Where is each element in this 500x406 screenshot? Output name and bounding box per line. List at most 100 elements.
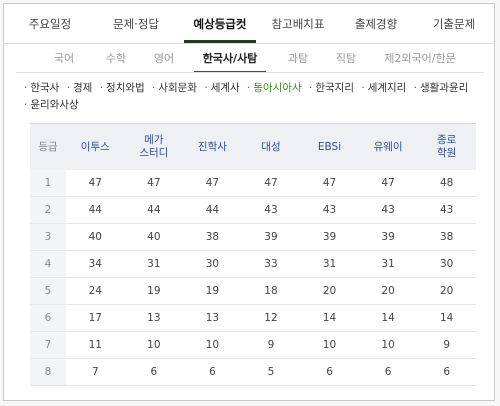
score-cell: 19 — [183, 277, 242, 305]
tab-exam-trends[interactable]: 출제경향 — [340, 4, 412, 42]
table-row: 4 34 31 30 33 31 31 30 — [30, 250, 476, 278]
bullet-icon: · — [204, 82, 208, 94]
score-cell: 9 — [417, 331, 476, 359]
subtab-english[interactable]: 영어 — [144, 45, 184, 73]
tab-divider — [4, 43, 494, 44]
score-cell: 43 — [241, 196, 301, 224]
score-cell: 31 — [300, 250, 359, 278]
column-header: 메가 스터디 — [124, 123, 184, 170]
table-row: 1 47 47 47 47 47 47 48 — [30, 170, 476, 197]
score-cell: 40 — [66, 223, 125, 251]
score-cell: 10 — [358, 331, 418, 359]
column-header: 종로 학원 — [417, 123, 476, 170]
column-header: 진학사 — [183, 123, 242, 170]
bullet-icon: · — [309, 82, 313, 94]
bullet-icon: · — [152, 82, 156, 94]
tab-questions-answers[interactable]: 문제·정답 — [100, 4, 172, 42]
column-header: EBSi — [300, 123, 359, 170]
tab-label: 기출문제 — [432, 17, 476, 31]
score-cell: 13 — [183, 304, 242, 332]
score-cell: 30 — [183, 250, 242, 278]
grade-cell: 2 — [30, 196, 66, 224]
subtab-korean-history-social[interactable]: 한국사/사탐 — [194, 45, 266, 73]
score-cell: 24 — [66, 277, 125, 305]
subtab-vocational[interactable]: 직탐 — [326, 45, 366, 73]
bullet-icon: · — [24, 82, 28, 94]
score-cell: 5 — [241, 358, 301, 386]
grade-cell: 1 — [30, 170, 66, 197]
column-header: 유웨이 — [358, 123, 418, 170]
subject-label: 세계지리 — [367, 82, 407, 94]
score-cell: 47 — [300, 170, 359, 197]
score-cell: 11 — [66, 331, 125, 359]
grade-cut-table: 등급 이투스 메가 스터디 진학사 대성 EBSi 유웨이 종로 학원 1 47 47 47 47 47 47… — [30, 123, 476, 386]
table-header-row: 등급 이투스 메가 스터디 진학사 대성 EBSi 유웨이 종로 학원 — [30, 123, 476, 170]
score-cell: 14 — [358, 304, 418, 332]
table-body: 1 47 47 47 47 47 47 48 2 44 44 44 43 43 43 43 3 40 40 38 39 3… — [30, 170, 476, 386]
subtab-korean[interactable]: 국어 — [44, 45, 84, 73]
subject-society-culture[interactable]: · 사회문화 — [152, 80, 197, 97]
grade-cell: 5 — [30, 277, 66, 305]
score-cell: 39 — [300, 223, 359, 251]
subject-world-history[interactable]: · 세계사 — [204, 80, 239, 97]
bullet-icon: · — [361, 82, 365, 94]
score-cell: 19 — [124, 277, 184, 305]
active-tab-underline — [184, 40, 256, 43]
grade-cell: 7 — [30, 331, 66, 359]
score-cell: 39 — [358, 223, 418, 251]
subtab-label: 제2외국어/한문 — [384, 52, 456, 65]
subtab-label: 수학 — [105, 52, 127, 65]
bullet-icon: · — [24, 99, 28, 111]
score-cell: 6 — [300, 358, 359, 386]
column-header-grade: 등급 — [30, 123, 66, 170]
score-cell: 38 — [417, 223, 476, 251]
table-row: 6 17 13 13 12 14 14 14 — [30, 304, 476, 332]
subject-korean-history[interactable]: · 한국사 — [24, 80, 59, 97]
score-cell: 44 — [66, 196, 125, 224]
score-cell: 31 — [124, 250, 184, 278]
score-cell: 30 — [417, 250, 476, 278]
score-cell: 6 — [183, 358, 242, 386]
subtab-math[interactable]: 수학 — [96, 45, 136, 73]
tab-label: 참고배치표 — [271, 17, 325, 31]
score-cell: 20 — [358, 277, 418, 305]
score-cell: 38 — [183, 223, 242, 251]
grade-cell: 6 — [30, 304, 66, 332]
subtab-science[interactable]: 과탐 — [278, 45, 318, 73]
subject-ethics-thought[interactable]: · 윤리와사상 — [24, 97, 79, 114]
score-cell: 47 — [124, 170, 184, 197]
subject-life-ethics[interactable]: · 생활과윤리 — [414, 80, 469, 97]
subject-politics-law[interactable]: · 정치와법 — [100, 80, 145, 97]
subject-korean-geography[interactable]: · 한국지리 — [309, 80, 354, 97]
score-cell: 48 — [417, 170, 476, 197]
subject-economics[interactable]: · 경제 — [67, 80, 93, 97]
tab-past-exams[interactable]: 기출문제 — [418, 4, 490, 42]
subtab-label: 국어 — [53, 52, 75, 65]
score-cell: 47 — [358, 170, 418, 197]
sub-tab-bar: 국어 수학 영어 한국사/사탐 과탐 직탐 제2외국어/한문 — [4, 45, 494, 75]
subject-east-asian-history[interactable]: · 동아시아사 — [247, 80, 302, 97]
tab-label: 문제·정답 — [113, 17, 159, 31]
subtab-second-language[interactable]: 제2외국어/한문 — [372, 45, 468, 73]
tab-expected-grade-cut[interactable]: 예상등급컷 — [184, 4, 256, 43]
table-row: 3 40 40 38 39 39 39 38 — [30, 223, 476, 251]
bullet-icon: · — [66, 82, 71, 94]
score-cell: 13 — [124, 304, 184, 332]
tab-schedule[interactable]: 주요일정 — [18, 4, 82, 42]
subject-label: 생활과윤리 — [420, 82, 469, 94]
subject-label: 동아시아사 — [253, 82, 302, 94]
score-cell: 43 — [300, 196, 359, 224]
tab-reference-table[interactable]: 참고배치표 — [262, 4, 334, 42]
bullet-icon: · — [99, 82, 104, 94]
score-cell: 14 — [417, 304, 476, 332]
score-cell: 10 — [183, 331, 242, 359]
subject-world-geography[interactable]: · 세계지리 — [361, 80, 406, 97]
grade-cell: 4 — [30, 250, 66, 278]
score-cell: 44 — [124, 196, 184, 224]
score-cell: 14 — [300, 304, 359, 332]
grade-cell: 8 — [30, 358, 66, 386]
subject-label: 정치와법 — [106, 82, 145, 94]
subject-label: 한국사 — [30, 82, 60, 94]
score-cell: 6 — [417, 358, 476, 386]
